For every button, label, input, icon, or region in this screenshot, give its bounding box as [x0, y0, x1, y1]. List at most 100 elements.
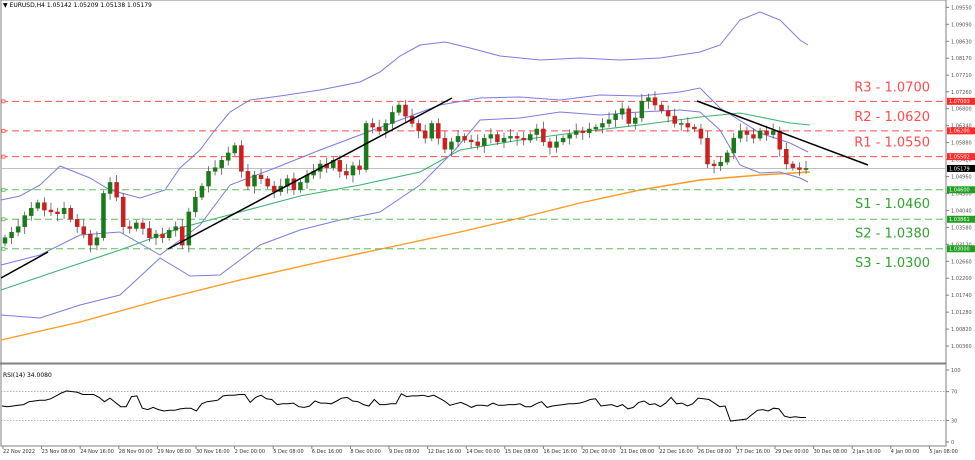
candle-bull: [738, 130, 743, 139]
candle-bull: [508, 136, 513, 139]
rsi-label: RSI(14) 34.0080: [3, 372, 52, 379]
level-anchor-s3[interactable]: [1, 246, 6, 251]
candle-bear: [462, 136, 467, 141]
level-price-tag: [947, 97, 975, 105]
trendline-down[interactable]: [696, 100, 869, 166]
level-label-r1: R1 - 1.0550: [854, 136, 930, 151]
symbol-label: EURUSD,H4: [9, 2, 45, 9]
candle-bull: [593, 126, 599, 130]
level-price-tag: [947, 215, 975, 223]
time-tick-label: 6 Dec 16:00: [312, 449, 342, 455]
candle-bull: [134, 222, 139, 229]
level-anchor-r1[interactable]: [1, 154, 6, 159]
candle-bear: [692, 126, 697, 130]
candle-bear: [68, 207, 73, 220]
level-price-tag: [947, 127, 975, 135]
candle-bear: [547, 141, 553, 148]
time-tick-label: 29 Nov 08:00: [157, 449, 191, 455]
bollinger-lower: [0, 109, 809, 319]
candle-bull: [199, 185, 205, 198]
candle-bear: [436, 123, 441, 139]
candle-bull: [619, 108, 625, 115]
candle-bear: [665, 110, 671, 117]
trendline-up-2[interactable]: [167, 97, 453, 250]
price-tick-label: 1.02660: [951, 259, 972, 265]
level-anchor-r2[interactable]: [1, 128, 6, 133]
candle-bull: [225, 152, 231, 161]
time-tick-label: 22 Dec 16:00: [659, 449, 693, 455]
candle-bear: [140, 222, 146, 229]
candle-bull: [22, 215, 27, 227]
candle-bull: [488, 134, 494, 139]
candle-bull: [383, 123, 389, 132]
candle-bull: [724, 152, 730, 163]
candle-bear: [652, 97, 658, 106]
level-anchor-s2[interactable]: [1, 217, 6, 222]
level-price-tag-text: 1.04600: [949, 188, 970, 194]
time-tick-label: 20 Dec 00:00: [582, 449, 616, 455]
price-tick-label: 1.04040: [951, 208, 972, 214]
candle-bull: [363, 123, 369, 170]
candle-bull: [482, 137, 487, 146]
candle-bull: [770, 130, 776, 135]
candle-bear: [180, 226, 185, 246]
collapse-triangle-icon[interactable]: ▼: [3, 2, 8, 9]
candle-bear: [475, 141, 480, 146]
candle-bull: [15, 226, 21, 233]
time-tick-label: 9 Dec 08:00: [389, 449, 419, 455]
time-tick-label: 22 Nov 2022: [3, 449, 35, 455]
candle-bear: [88, 233, 93, 246]
candle-bear: [521, 137, 526, 141]
candle-bear: [777, 130, 782, 150]
candle-bear: [291, 178, 297, 191]
candle-bull: [757, 130, 763, 139]
candle-bear: [797, 167, 802, 170]
candle-bull: [449, 141, 454, 150]
candle-bull: [718, 161, 723, 167]
price-tick-label: 1.08630: [951, 39, 972, 45]
price-tick-label: 1.05880: [951, 141, 972, 147]
time-tick-label: 5 Dec 08:00: [273, 449, 303, 455]
candle-bear: [659, 104, 664, 111]
trendline-up-1[interactable]: [0, 251, 49, 279]
time-tick-label: 2 Dec 00:00: [235, 449, 265, 455]
candle-bull: [2, 237, 8, 244]
candle-bull: [613, 113, 618, 121]
ma-orange-line: [0, 171, 811, 341]
time-tick-label: 21 Dec 08:00: [621, 449, 655, 455]
candle-bull: [107, 182, 113, 194]
price-axis: 1.09550 1.09090 1.08630 1.08170 1.07710 1.072…: [946, 5, 972, 350]
price-tick-label: 1.07260: [951, 90, 972, 96]
candle-bull: [534, 128, 540, 135]
price-tick-label: 1.04500: [951, 191, 972, 197]
ohlc-values: 1.05142 1.05209 1.05138 1.05179: [46, 2, 152, 9]
candle-bear: [403, 104, 408, 117]
candle-bull: [35, 202, 41, 209]
candle-bull: [206, 171, 211, 187]
candle-bear: [698, 128, 704, 139]
time-tick-label: 23 Nov 08:00: [42, 449, 76, 455]
candle-bear: [751, 134, 756, 139]
candle-bear: [784, 149, 789, 165]
rsi-tick-label: 30: [951, 418, 957, 424]
level-label-r3: R3 - 1.0700: [854, 80, 930, 95]
price-tick-label: 1.05420: [951, 158, 972, 164]
time-tick-label: 30 Nov 16:00: [196, 449, 230, 455]
level-anchor-r3[interactable]: [1, 99, 6, 104]
candle-bull: [731, 137, 737, 154]
candle-bear: [120, 196, 126, 227]
price-tick-label: 1.04960: [951, 175, 972, 181]
level-anchor-s1[interactable]: [1, 187, 6, 192]
time-tick-label: 28 Nov 00:00: [119, 449, 153, 455]
time-tick-label: 26 Dec 08:00: [698, 449, 732, 455]
candle-bear: [81, 226, 87, 235]
main-pane: [0, 0, 947, 364]
time-tick-label: 4 Jan 00:00: [891, 449, 919, 455]
candle-bear: [495, 134, 500, 143]
level-price-tag: [947, 153, 975, 161]
candle-bear: [705, 137, 710, 165]
candle-bear: [685, 123, 691, 128]
candle-bull: [101, 193, 106, 238]
level-price-tag-text: 1.05502: [949, 154, 970, 160]
